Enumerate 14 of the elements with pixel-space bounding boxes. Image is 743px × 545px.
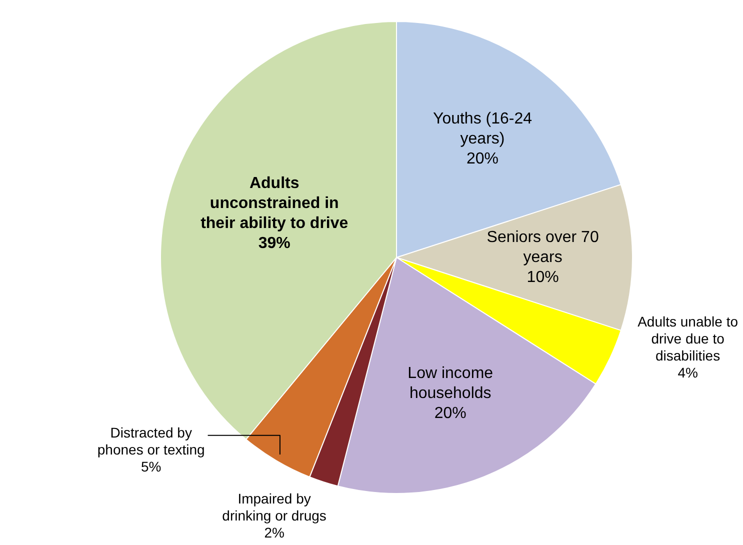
data-label: 10% <box>526 268 559 286</box>
slice-label: Distracted by phones or texting <box>97 424 205 458</box>
slice-label: Impaired by drinking or drugs <box>222 490 326 524</box>
data-label: 39% <box>258 234 290 252</box>
data-label: 20% <box>434 404 466 422</box>
data-label: 4% <box>678 364 698 380</box>
slice-label: Youths (16-24 years) <box>432 110 532 148</box>
slice-label: Adults unconstrained in their ability to drive <box>200 174 348 232</box>
slice-label: Seniors over 70 years <box>486 228 599 266</box>
data-label: 2% <box>264 524 284 540</box>
data-label: 20% <box>466 150 499 168</box>
slice-label: Low income households <box>408 364 494 402</box>
data-label: 5% <box>140 458 162 474</box>
slice-label: Adults unable to drive due to disabilities <box>638 313 738 364</box>
